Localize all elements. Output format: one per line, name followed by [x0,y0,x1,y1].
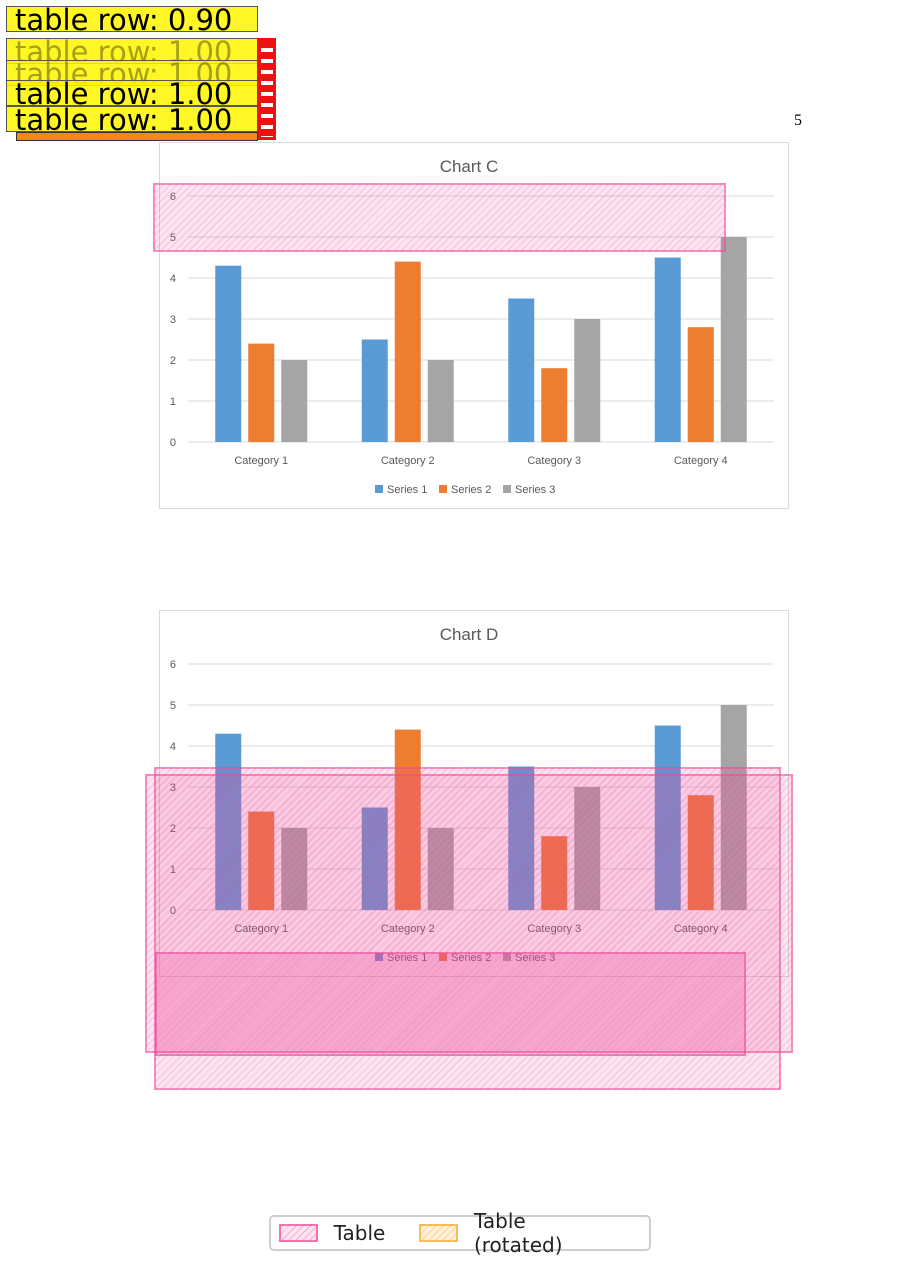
table-row-label: table row: 1.00 [6,38,258,64]
y-tick-label: 3 [170,782,176,794]
bar [215,733,242,910]
page-number: 5 [794,112,802,129]
table-detection-box [153,183,726,252]
bar [361,807,388,910]
rotated-table-row-bar [16,132,258,141]
legend-label: Series 3 [515,952,555,964]
x-tick-label: Category 2 [381,923,435,935]
bar [574,787,601,910]
legend-label: Series 1 [387,952,427,964]
x-tick-label: Category 3 [527,923,581,935]
x-tick-label: Category 2 [381,455,435,467]
y-tick-label: 5 [170,700,176,712]
legend-label: Series 3 [515,484,555,496]
x-tick-label: Category 4 [674,923,728,935]
detection-key: Table Table (rotated) [269,1209,651,1257]
bar [394,261,421,442]
chart-title: Chart D [440,625,499,644]
bar [687,327,714,442]
bar [394,729,421,910]
bar [248,343,275,442]
y-tick-label: 4 [170,741,176,753]
x-tick-label: Category 1 [234,923,288,935]
bar [687,795,714,910]
x-tick-label: Category 1 [234,455,288,467]
y-tick-label: 1 [170,396,176,408]
chart-d: Chart D 0 1 2 3 4 5 6 Category 1 Category 2 Catego… [159,610,789,977]
y-tick-label: 1 [170,864,176,876]
legend-swatch [503,485,511,493]
table-row-label: table row: 1.00 [6,80,258,106]
y-tick-label: 4 [170,273,176,285]
bar [361,339,388,442]
bar [508,298,535,442]
chart-svg: Chart D 0 1 2 3 4 5 6 Category 1 Category 2 Catego… [170,625,774,964]
bar [720,705,747,910]
table-row-bracket [258,38,276,140]
chart-c: Chart C 0 1 2 3 4 5 6 Category 1 Category 2 Catego… [159,142,789,509]
y-tick-label: 2 [170,355,176,367]
bar [281,828,308,910]
bar [248,811,275,910]
table-detection-box [154,767,781,1090]
bar [541,368,568,442]
x-tick-label: Category 4 [674,455,728,467]
bar [574,319,601,442]
legend-swatch [375,485,383,493]
bar [654,257,681,442]
y-tick-label: 6 [170,659,176,671]
legend-label: Series 2 [451,952,491,964]
table-detection-box [155,952,746,1056]
legend-swatch [439,485,447,493]
bar [508,766,535,910]
y-tick-label: 3 [170,314,176,326]
bar [541,836,568,910]
bar [654,725,681,910]
chart-svg: Chart C 0 1 2 3 4 5 6 Category 1 Category 2 Catego… [170,157,774,496]
bar [720,237,747,442]
bar [427,360,454,442]
y-tick-label: 5 [170,232,176,244]
legend-swatch [503,953,511,961]
x-tick-label: Category 3 [527,455,581,467]
table-row-label: table row: 0.90 [6,6,258,32]
y-tick-label: 2 [170,823,176,835]
rotated-table-swatch [419,1224,458,1242]
rotated-table-key-label: Table (rotated) [473,1209,563,1257]
table-row-labels: table row: 0.90 table row: 1.00 table ro… [6,6,276,146]
bar [215,265,242,442]
y-tick-label: 6 [170,191,176,203]
table-detection-box [145,774,793,1053]
chart-title: Chart C [440,157,499,176]
y-tick-label: 0 [170,905,176,917]
table-key-label: Table [333,1221,386,1245]
legend-label: Series 2 [451,484,491,496]
y-tick-label: 0 [170,437,176,449]
legend-swatch [375,953,383,961]
bar [427,828,454,910]
legend-label: Series 1 [387,484,427,496]
bar [281,360,308,442]
legend-swatch [439,953,447,961]
table-row-label: table row: 1.00 [6,106,258,132]
table-swatch [279,1224,318,1242]
